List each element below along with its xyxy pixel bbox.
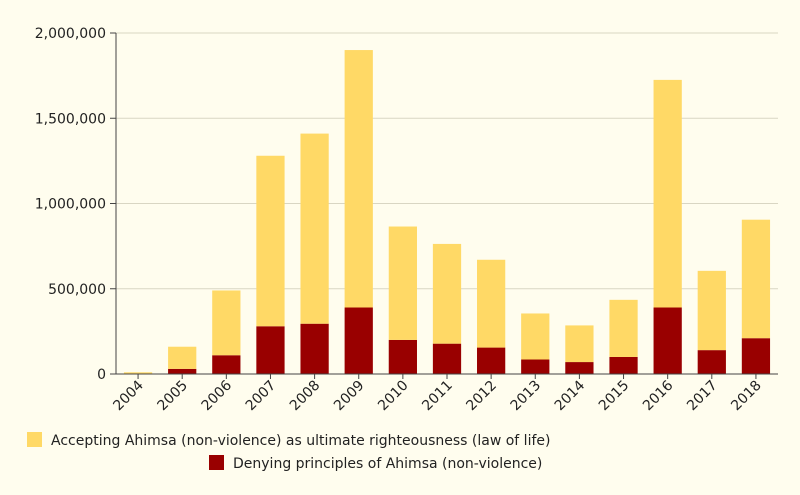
x-tick-label: 2011: [419, 378, 456, 415]
x-tick-label: 2009: [331, 378, 368, 415]
x-tick-label: 2012: [463, 378, 500, 415]
x-tick-label: 2007: [243, 378, 280, 415]
bar-accepting-2010: [388, 226, 417, 340]
x-axis-tick-labels: 2004 2005 2006 2007 2008 2009 2010 2011 2012 2013…: [110, 374, 765, 415]
legend-swatch: [209, 455, 224, 470]
x-tick-label: 2013: [508, 378, 545, 415]
bar-accepting-2008: [300, 133, 329, 324]
bar-denying-2016: [653, 307, 682, 374]
legend-swatch: [27, 432, 42, 447]
x-tick-label: 2015: [596, 378, 633, 415]
bars: [123, 50, 771, 374]
y-tick-label: 1,000,000: [35, 197, 106, 213]
bar-denying-2014: [565, 362, 594, 374]
bar-denying-2015: [609, 356, 638, 374]
bar-denying-2012: [477, 347, 506, 374]
x-tick-label: 2017: [684, 378, 721, 415]
bar-denying-2010: [388, 339, 417, 374]
bar-denying-2018: [741, 338, 771, 374]
x-tick-label: 2010: [375, 378, 412, 415]
y-tick-label: 0: [97, 367, 106, 383]
y-axis-tick-labels: 0 500,000 1,000,000 1,500,000 2,000,000: [35, 26, 116, 383]
bar-accepting-2007: [256, 155, 285, 327]
bar-accepting-2009: [344, 50, 373, 308]
bar-accepting-2012: [477, 259, 506, 348]
bar-accepting-2004: [123, 372, 153, 374]
y-tick-label: 1,500,000: [35, 111, 106, 127]
bar-denying-2013: [521, 359, 550, 374]
bar-denying-2008: [300, 323, 329, 374]
bar-denying-2009: [344, 307, 373, 374]
bar-denying-2007: [256, 326, 285, 374]
x-tick-label: 2018: [728, 378, 765, 415]
x-tick-label: 2008: [287, 378, 324, 415]
y-tick-label: 500,000: [48, 282, 106, 298]
x-tick-label: 2006: [199, 377, 236, 414]
y-tick-label: 2,000,000: [35, 26, 106, 42]
bar-accepting-2018: [741, 219, 771, 339]
bar-accepting-2015: [609, 299, 638, 357]
bar-denying-2017: [697, 350, 726, 374]
bar-accepting-2014: [565, 325, 594, 363]
bar-accepting-2016: [653, 79, 682, 308]
legend: Accepting Ahimsa (non-violence) as ultim…: [27, 432, 550, 472]
x-tick-label: 2005: [155, 378, 192, 415]
bar-accepting-2011: [432, 243, 462, 344]
x-tick-label: 2004: [110, 377, 147, 414]
bar-accepting-2006: [212, 290, 241, 356]
legend-label: Denying principles of Ahimsa (non-violen…: [233, 456, 542, 472]
bar-denying-2006: [212, 355, 241, 374]
bar-denying-2011: [432, 343, 462, 374]
bar-denying-2005: [168, 368, 197, 374]
bar-accepting-2013: [521, 313, 550, 360]
bar-accepting-2005: [168, 346, 197, 369]
x-tick-label: 2016: [640, 377, 677, 414]
x-tick-label: 2014: [552, 377, 589, 414]
bar-accepting-2017: [697, 270, 726, 351]
legend-label: Accepting Ahimsa (non-violence) as ultim…: [51, 433, 550, 449]
